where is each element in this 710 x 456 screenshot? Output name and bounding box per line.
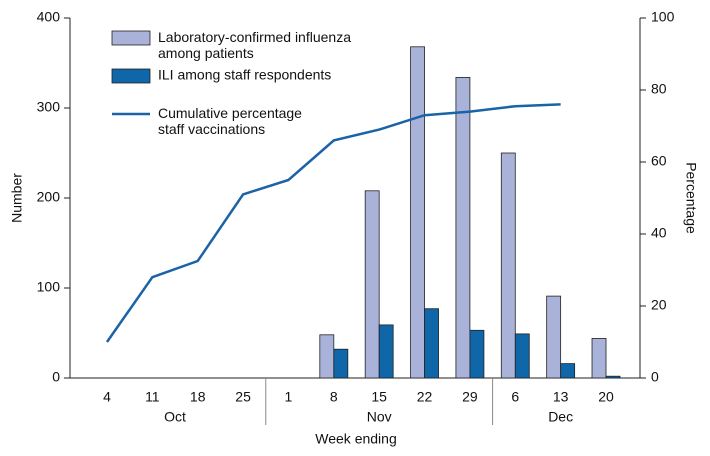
bar — [410, 46, 425, 379]
y-tick-label: 0 — [52, 369, 60, 385]
x-tick-label: 8 — [330, 389, 338, 405]
x-tick-label: 6 — [511, 389, 519, 405]
y-tick-label: 300 — [37, 99, 61, 115]
bar — [560, 363, 576, 379]
bar — [500, 152, 516, 379]
y-tick-label: 400 — [37, 9, 61, 25]
x-tick-label: 18 — [190, 389, 206, 405]
legend-swatch — [111, 30, 151, 46]
line — [105, 103, 561, 343]
y2-tick-label: 60 — [651, 153, 667, 169]
x-tick-label: 1 — [285, 389, 293, 405]
bar — [378, 324, 394, 379]
x-tick-label: 13 — [553, 389, 569, 405]
bar — [455, 77, 471, 379]
y2-tick-label: 80 — [651, 81, 667, 97]
legend-label: Cumulative percentage staff vaccinations — [158, 105, 302, 137]
legend-label: ILI among staff respondents — [158, 67, 331, 83]
y-axis-title: Number — [9, 173, 25, 223]
bar — [364, 190, 380, 379]
x-tick-label: 29 — [462, 389, 478, 405]
bar — [605, 375, 621, 379]
x-group-label: Dec — [548, 409, 573, 425]
legend-label: Laboratory-confirmed influenza among pati… — [158, 29, 351, 61]
y2-tick-label: 20 — [651, 297, 667, 313]
y-tick-label: 200 — [37, 189, 61, 205]
bar — [333, 348, 349, 379]
x-tick-label: 25 — [235, 389, 251, 405]
bar — [546, 295, 562, 379]
bar — [424, 308, 439, 379]
x-tick-label: 22 — [417, 389, 433, 405]
bar — [591, 337, 607, 379]
x-tick-label: 20 — [598, 389, 614, 405]
x-tick-label: 11 — [145, 389, 160, 405]
y2-tick-label: 40 — [651, 225, 667, 241]
y-tick-label: 100 — [37, 279, 61, 295]
bar — [469, 329, 485, 379]
x-tick-label: 15 — [371, 389, 387, 405]
x-axis-title: Week ending — [315, 431, 396, 447]
y2-tick-label: 0 — [651, 369, 659, 385]
legend-swatch — [111, 68, 151, 84]
y2-axis-title: Percentage — [683, 162, 699, 234]
x-group-label: Oct — [164, 409, 186, 425]
bar — [319, 334, 335, 379]
x-group-label: Nov — [367, 409, 392, 425]
bar — [514, 333, 530, 379]
x-tick-label: 4 — [103, 389, 111, 405]
y2-tick-label: 100 — [651, 9, 675, 25]
